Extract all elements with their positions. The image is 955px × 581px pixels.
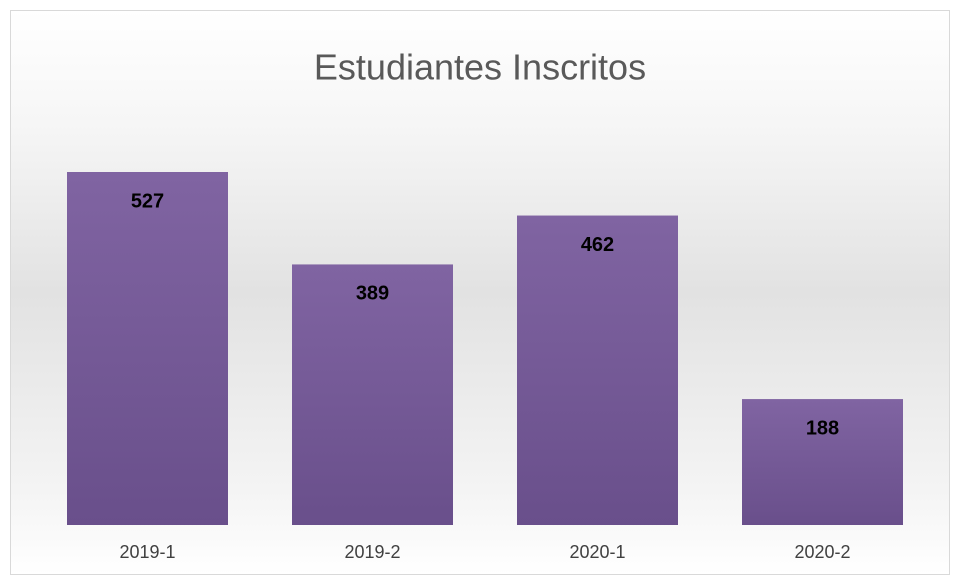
bar [67,172,228,525]
data-label: 462 [581,234,614,256]
bar [742,399,903,525]
x-tick-label: 2020-2 [794,542,850,562]
x-tick-label: 2020-1 [569,542,625,562]
data-label: 527 [131,190,164,212]
bar [292,264,453,525]
bar [517,215,678,526]
chart-title: Estudiantes Inscritos [314,47,646,88]
data-label: 188 [806,417,839,439]
x-tick-label: 2019-1 [119,542,175,562]
data-label: 389 [356,283,389,305]
x-tick-label: 2019-2 [344,542,400,562]
